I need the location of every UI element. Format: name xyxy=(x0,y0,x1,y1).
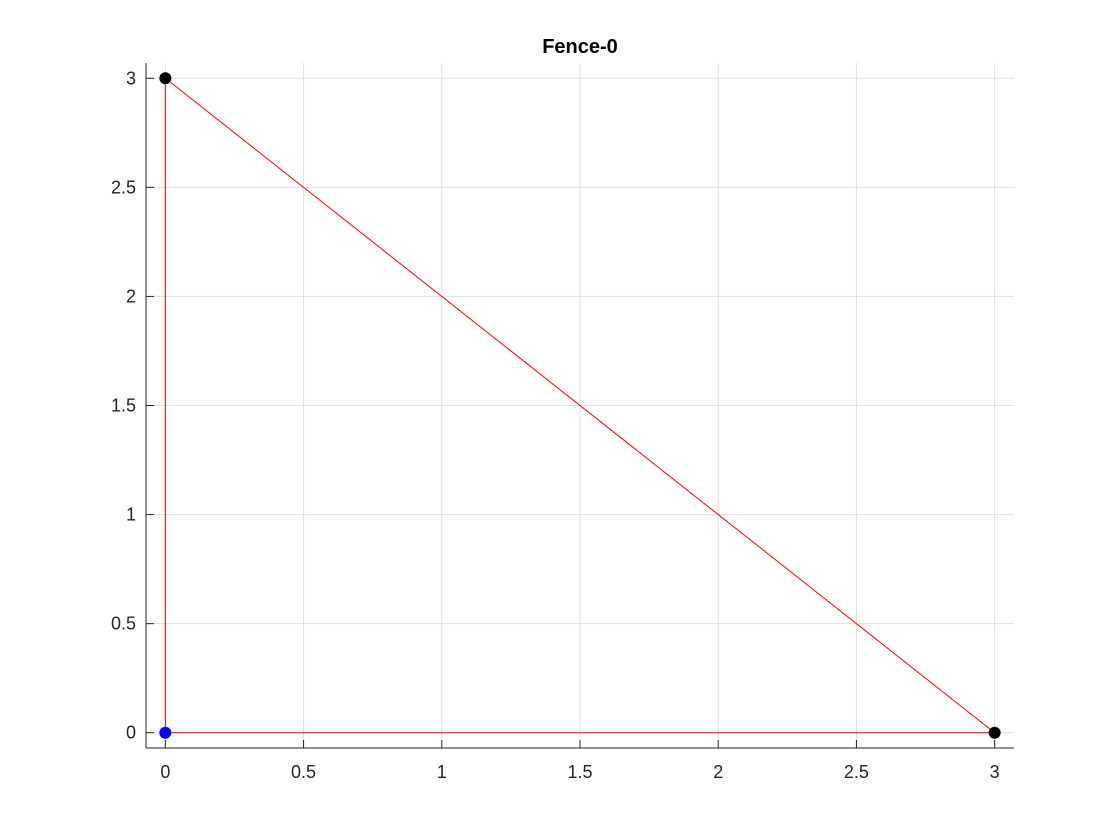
grid-lines xyxy=(146,63,1014,748)
y-tick-label-2: 1 xyxy=(126,505,136,525)
y-tick-label-4: 2 xyxy=(126,286,136,306)
y-tick-label-0: 0 xyxy=(126,723,136,743)
x-tick-label-2: 1 xyxy=(437,762,447,782)
x-tick-label-4: 2 xyxy=(713,762,723,782)
series-layer xyxy=(159,72,1001,739)
x-tick-label-6: 3 xyxy=(990,762,1000,782)
series-2-point-0 xyxy=(159,726,172,739)
y-tick-label-6: 3 xyxy=(126,68,136,88)
chart-title: Fence-0 xyxy=(542,36,618,58)
x-tick-label-3: 1.5 xyxy=(567,762,592,782)
x-tick-label-1: 0.5 xyxy=(291,762,316,782)
x-tick-label-0: 0 xyxy=(160,762,170,782)
series-1-point-1 xyxy=(988,726,1001,739)
tick-labels: 0 0.5 1 1.5 2 2.5 3 0 0.5 1 1.5 2 2.5 3 xyxy=(111,68,1000,782)
axes xyxy=(145,63,1014,749)
y-tick-label-3: 1.5 xyxy=(111,396,136,416)
y-tick-label-5: 2.5 xyxy=(111,177,136,197)
x-tick-label-5: 2.5 xyxy=(844,762,869,782)
series-line-0 xyxy=(164,77,997,734)
y-tick-label-1: 0.5 xyxy=(111,614,136,634)
series-1-point-0 xyxy=(159,72,172,85)
